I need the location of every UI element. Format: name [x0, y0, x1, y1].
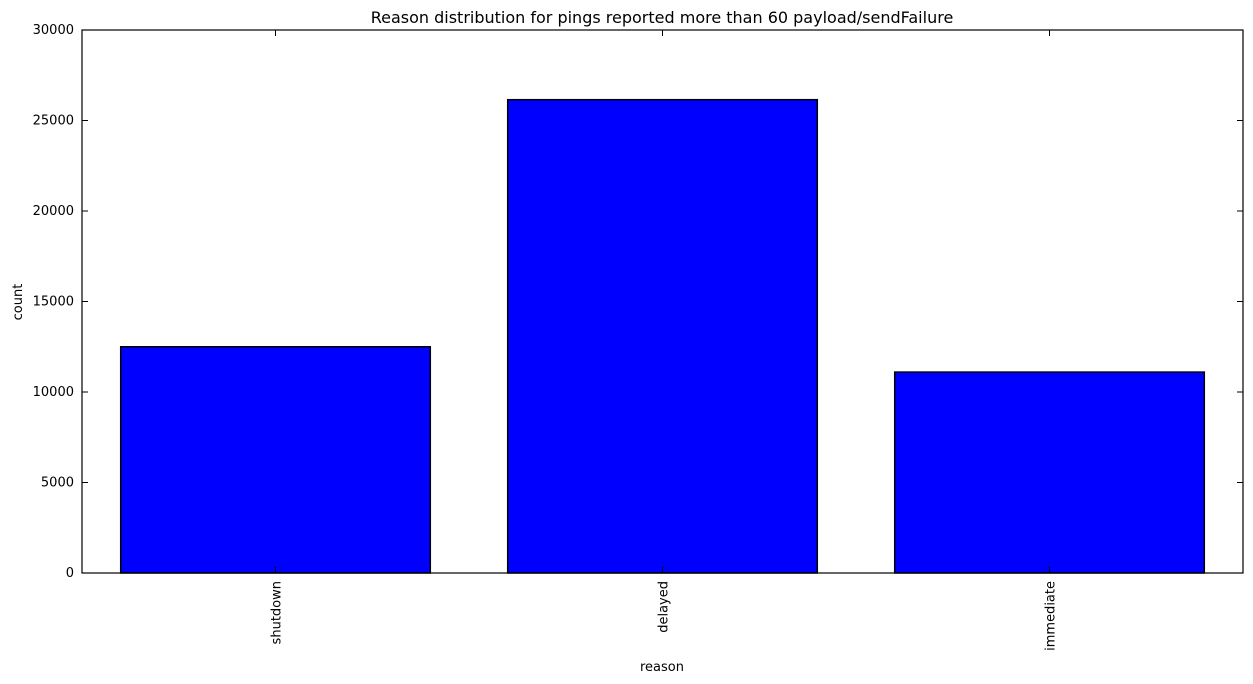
x-tick-label-shutdown: shutdown [270, 581, 285, 644]
y-tick-label: 5000 [41, 476, 74, 491]
y-tick-label: 10000 [33, 385, 74, 400]
x-tick-label-delayed: delayed [657, 581, 672, 633]
y-tick-label: 30000 [33, 23, 74, 38]
bar-shutdown [119, 346, 432, 574]
y-tick-label: 25000 [33, 114, 74, 129]
y-tick-label: 20000 [33, 204, 74, 219]
chart-title: Reason distribution for pings reported m… [371, 8, 954, 27]
x-tick-label-immediate: immediate [1044, 581, 1059, 651]
y-tick-label: 15000 [33, 295, 74, 310]
y-tick-label: 0 [66, 566, 74, 581]
bar-delayed [506, 98, 819, 574]
x-axis-label: reason [640, 660, 684, 675]
bar-immediate [893, 371, 1206, 574]
plot-area: 0 5000 10000 15000 20000 25000 30000 shutdown de… [33, 23, 1244, 651]
y-axis-label: count [11, 284, 26, 321]
